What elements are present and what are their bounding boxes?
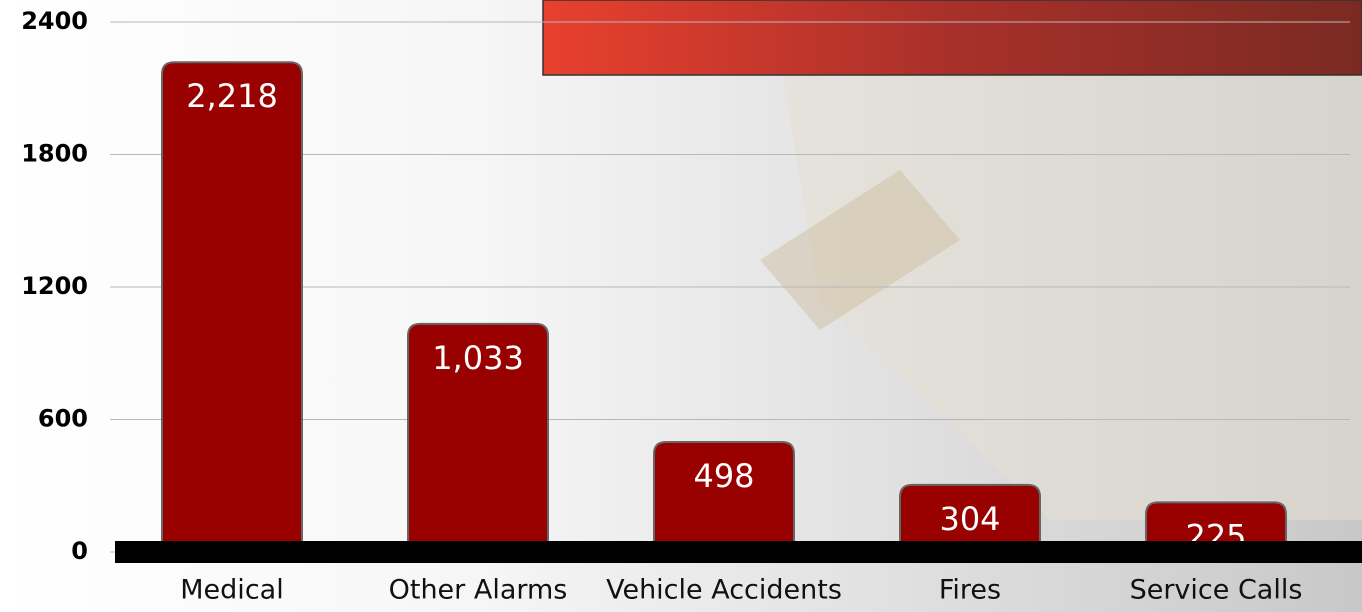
x-tick-label: Other Alarms	[389, 575, 568, 606]
badge-decoration	[780, 60, 1362, 520]
y-tick-label: 600	[38, 405, 88, 433]
bar	[407, 322, 549, 549]
value-label: 304	[939, 500, 1000, 538]
y-tick-label: 1800	[21, 140, 88, 168]
bar	[1145, 501, 1287, 549]
y-tick-label: 1200	[21, 272, 88, 300]
y-tick-label: 2400	[21, 7, 88, 35]
bar	[161, 61, 303, 549]
y-tick-label: 0	[71, 537, 88, 565]
value-label: 498	[693, 457, 754, 495]
bar	[899, 483, 1041, 549]
value-label: 2,218	[186, 77, 278, 115]
header-box	[542, 0, 1362, 76]
baseline	[115, 541, 1362, 563]
x-tick-label: Service Calls	[1130, 575, 1303, 606]
value-label: 1,033	[432, 339, 524, 377]
x-tick-label: Medical	[180, 575, 283, 606]
x-tick-label: Vehicle Accidents	[606, 575, 842, 606]
badge-decoration	[760, 170, 960, 330]
x-tick-label: Fires	[939, 575, 1001, 606]
bar	[653, 441, 795, 549]
